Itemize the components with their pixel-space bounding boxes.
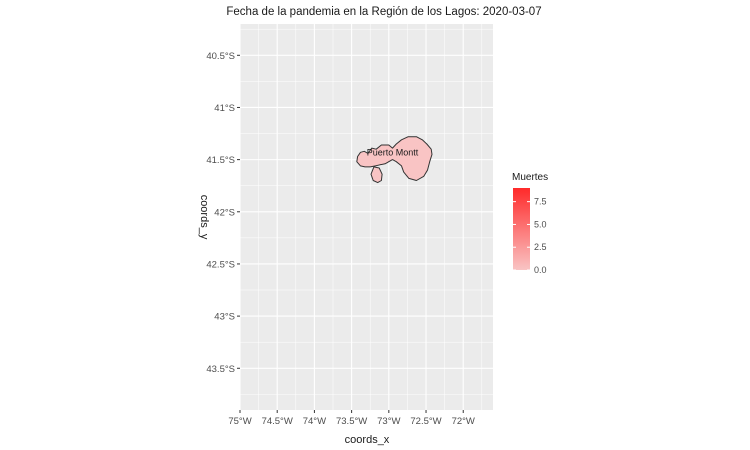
legend-label-3: 7.5 [534, 197, 547, 207]
x-tick-label-6: 72°W [452, 416, 475, 427]
region-polygons [356, 136, 433, 184]
legend-label-1: 2.5 [534, 242, 547, 252]
y-axis: 40.5°S 41°S 41.5°S 42°S 42.5°S 43°S 43.5°S [206, 51, 240, 375]
y-tick-label-1: 41°S [214, 103, 235, 114]
x-tick-label-5: 72.5°W [410, 416, 441, 427]
x-tick-label-1: 74.5°W [262, 416, 293, 427]
region-label-puerto-montt: Puerto Montt [367, 147, 419, 157]
y-tick-label-5: 43°S [214, 312, 235, 323]
plot-title: Fecha de la pandemia en la Región de los… [226, 6, 541, 18]
x-tick-label-0: 75°W [228, 416, 251, 427]
y-tick-label-0: 40.5°S [206, 51, 235, 62]
legend-colorbar [513, 188, 530, 270]
x-tick-label-2: 74°W [303, 416, 326, 427]
legend-label-2: 5.0 [534, 219, 547, 229]
region-labels: Puerto Montt [367, 147, 419, 157]
region-polygon-1 [370, 166, 383, 184]
legend-ticks: 0.0 2.5 5.0 7.5 [513, 197, 547, 275]
legend-title: Muertes [512, 172, 548, 183]
x-tick-label-4: 73°W [377, 416, 400, 427]
legend-label-0: 0.0 [534, 265, 547, 275]
y-tick-label-4: 42.5°S [206, 259, 235, 270]
x-axis-title: coords_x [345, 434, 390, 446]
x-tick-label-3: 73.5°W [336, 416, 367, 427]
plot-panel [240, 24, 493, 410]
region-polygon-0 [356, 136, 433, 181]
y-tick-label-6: 43.5°S [206, 364, 235, 375]
x-axis: 75°W 74.5°W 74°W 73.5°W 73°W 72.5°W 72°W [228, 410, 475, 427]
y-tick-label-3: 42°S [214, 207, 235, 218]
legend: Muertes 0.0 2.5 5.0 7.5 [512, 172, 548, 275]
y-tick-label-2: 41.5°S [206, 155, 235, 166]
y-axis-title: coords_y [198, 195, 210, 240]
